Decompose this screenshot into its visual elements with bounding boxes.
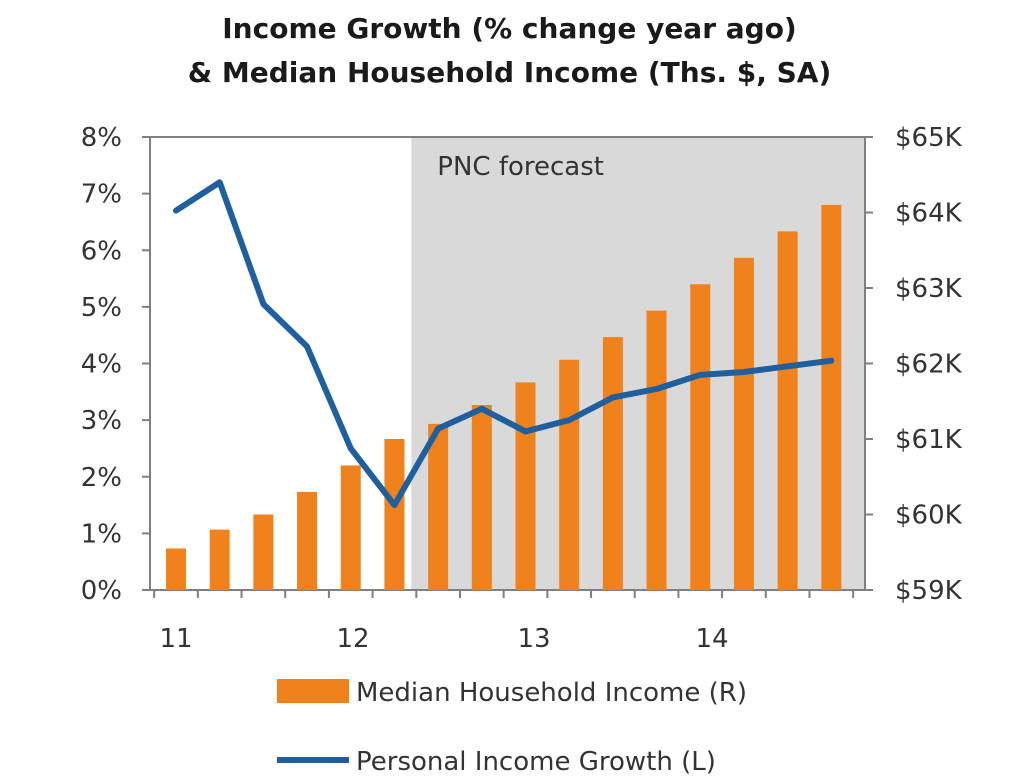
legend-line-label: Personal Income Growth (L) [356,747,716,776]
bar [253,514,274,590]
bar [297,491,318,590]
line-point [566,417,572,423]
line-point [828,358,834,364]
line-point [610,394,616,400]
legend-bar-label: Median Household Income (R) [356,678,747,708]
left-tick-label: 6% [81,236,122,266]
bar [166,548,186,590]
line-point [697,372,703,378]
bar [340,465,361,590]
right-tick-label: $63K [895,274,963,304]
x-tick-label: 11 [159,624,192,654]
right-tick-label: $64K [895,199,963,229]
left-tick-label: 0% [81,576,122,606]
left-tick-label: 3% [81,406,122,436]
line-point [785,363,791,369]
chart-title-line-1: Income Growth (% change year ago) [222,12,797,45]
legend-bar-swatch [277,679,349,703]
bar [690,284,711,590]
left-tick-label: 4% [81,350,122,380]
line-point [391,502,397,508]
x-tick-label: 14 [695,624,728,654]
chart-title-line-2: & Median Household Income (Ths. $, SA) [187,56,832,89]
right-tick-label: $60K [895,501,963,531]
line-point [304,344,310,350]
bar [209,529,230,590]
bar [777,231,798,590]
x-tick-label: 12 [336,624,369,654]
line-point [435,426,441,432]
x-tick-label: 13 [517,624,550,654]
left-tick-label: 1% [81,519,122,549]
line-point [523,428,528,434]
bar [384,439,405,590]
bar [733,257,754,590]
forecast-label: PNC forecast [437,152,604,182]
line-point [260,301,266,307]
line-point [173,208,179,214]
right-tick-label: $62K [895,350,963,380]
line-point [654,386,660,392]
bar [602,337,623,590]
line-point [479,406,485,412]
right-tick-label: $65K [895,123,963,153]
right-tick-label: $59K [895,576,963,606]
left-tick-label: 2% [81,463,122,493]
bar [515,382,536,590]
left-tick-label: 7% [81,180,122,210]
right-tick-label: $61K [895,425,963,455]
bar [646,310,667,590]
bar [428,423,449,590]
line-point [217,179,223,185]
bar [821,204,842,590]
left-tick-label: 5% [81,293,122,323]
income-growth-line [173,179,835,509]
left-tick-label: 8% [81,123,122,153]
line-point [348,445,354,451]
bar [559,359,580,590]
bar [471,405,492,590]
line-point [741,369,747,375]
